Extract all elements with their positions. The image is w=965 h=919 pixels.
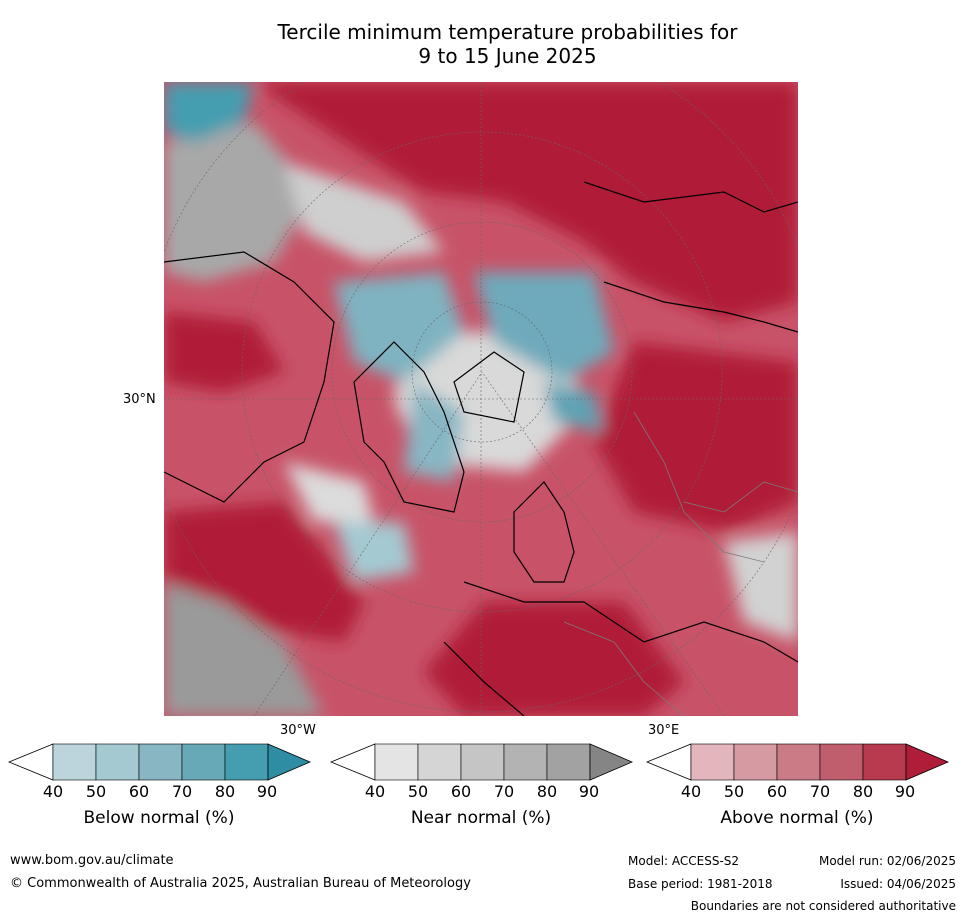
base-period: Base period: 1981-2018 bbox=[628, 877, 773, 891]
colorbar-low-arrow bbox=[645, 743, 692, 781]
above-normal-ticks: 40 50 60 70 80 90 bbox=[647, 782, 947, 802]
tick-label: 90 bbox=[894, 782, 916, 801]
colorbar-segment bbox=[733, 743, 778, 781]
copyright-text: © Commonwealth of Australia 2025, Austra… bbox=[10, 876, 471, 891]
title-line-2: 9 to 15 June 2025 bbox=[418, 44, 597, 68]
above-normal-scale bbox=[645, 743, 950, 781]
colorbar-segment bbox=[95, 743, 140, 781]
tick-label: 80 bbox=[214, 782, 236, 801]
colorbar-segment bbox=[181, 743, 226, 781]
map-title: Tercile minimum temperature probabilitie… bbox=[0, 20, 965, 68]
colorbar-high-arrow bbox=[905, 743, 950, 781]
bom-url: www.bom.gov.au/climate bbox=[10, 853, 174, 868]
tick-label: 90 bbox=[256, 782, 278, 801]
tick-label: 60 bbox=[766, 782, 788, 801]
above-normal-title: Above normal (%) bbox=[720, 808, 874, 828]
lon-30e-label: 30°E bbox=[648, 723, 680, 738]
title-line-1: Tercile minimum temperature probabilitie… bbox=[277, 20, 738, 44]
below-normal-ticks: 40 50 60 70 80 90 bbox=[9, 782, 309, 802]
tick-label: 70 bbox=[493, 782, 515, 801]
boundaries-disclaimer: Boundaries are not considered authoritat… bbox=[690, 899, 956, 913]
colorbar-segment bbox=[546, 743, 591, 781]
colorbar-segment bbox=[862, 743, 907, 781]
colorbar-segment bbox=[138, 743, 183, 781]
near-normal-ticks: 40 50 60 70 80 90 bbox=[331, 782, 631, 802]
near-normal-title: Near normal (%) bbox=[410, 808, 552, 828]
tick-label: 60 bbox=[450, 782, 472, 801]
tick-label: 60 bbox=[128, 782, 150, 801]
below-normal-title: Below normal (%) bbox=[83, 808, 235, 828]
tick-label: 50 bbox=[85, 782, 107, 801]
near-normal-scale bbox=[329, 743, 634, 781]
model-run-date: Model run: 02/06/2025 bbox=[818, 854, 956, 868]
colorbar-segment bbox=[374, 743, 419, 781]
polar-map bbox=[164, 82, 798, 716]
colorbar-segment bbox=[776, 743, 821, 781]
coastlines bbox=[164, 181, 798, 716]
tick-label: 80 bbox=[852, 782, 874, 801]
colorbar-high-arrow bbox=[589, 743, 634, 781]
tick-label: 80 bbox=[536, 782, 558, 801]
tick-label: 40 bbox=[42, 782, 64, 801]
colorbar-segment bbox=[460, 743, 505, 781]
tick-label: 70 bbox=[809, 782, 831, 801]
lon-30w-label: 30°W bbox=[280, 723, 316, 738]
near-normal-colorbar: 40 50 60 70 80 90 bbox=[329, 743, 634, 802]
graticule bbox=[164, 82, 798, 716]
colorbar-segment bbox=[503, 743, 548, 781]
below-normal-scale bbox=[7, 743, 312, 781]
issued-date: Issued: 04/06/2025 bbox=[840, 877, 956, 891]
colorbar-segment bbox=[690, 743, 735, 781]
tick-label: 40 bbox=[364, 782, 386, 801]
tick-label: 90 bbox=[578, 782, 600, 801]
above-normal-colorbar: 40 50 60 70 80 90 bbox=[645, 743, 950, 802]
colorbar-low-arrow bbox=[7, 743, 54, 781]
colorbar-high-arrow bbox=[267, 743, 312, 781]
lat-30n-label: 30°N bbox=[123, 392, 156, 407]
below-normal-colorbar: 40 50 60 70 80 90 bbox=[7, 743, 312, 802]
colorbar-low-arrow bbox=[329, 743, 376, 781]
colorbar-segment bbox=[417, 743, 462, 781]
colorbar-segment bbox=[224, 743, 269, 781]
colorbar-segment bbox=[819, 743, 864, 781]
colorbar-segment bbox=[52, 743, 97, 781]
tick-label: 50 bbox=[723, 782, 745, 801]
model-name: Model: ACCESS-S2 bbox=[628, 854, 740, 868]
tick-label: 40 bbox=[680, 782, 702, 801]
tick-label: 50 bbox=[407, 782, 429, 801]
country-borders bbox=[563, 411, 798, 716]
tick-label: 70 bbox=[171, 782, 193, 801]
